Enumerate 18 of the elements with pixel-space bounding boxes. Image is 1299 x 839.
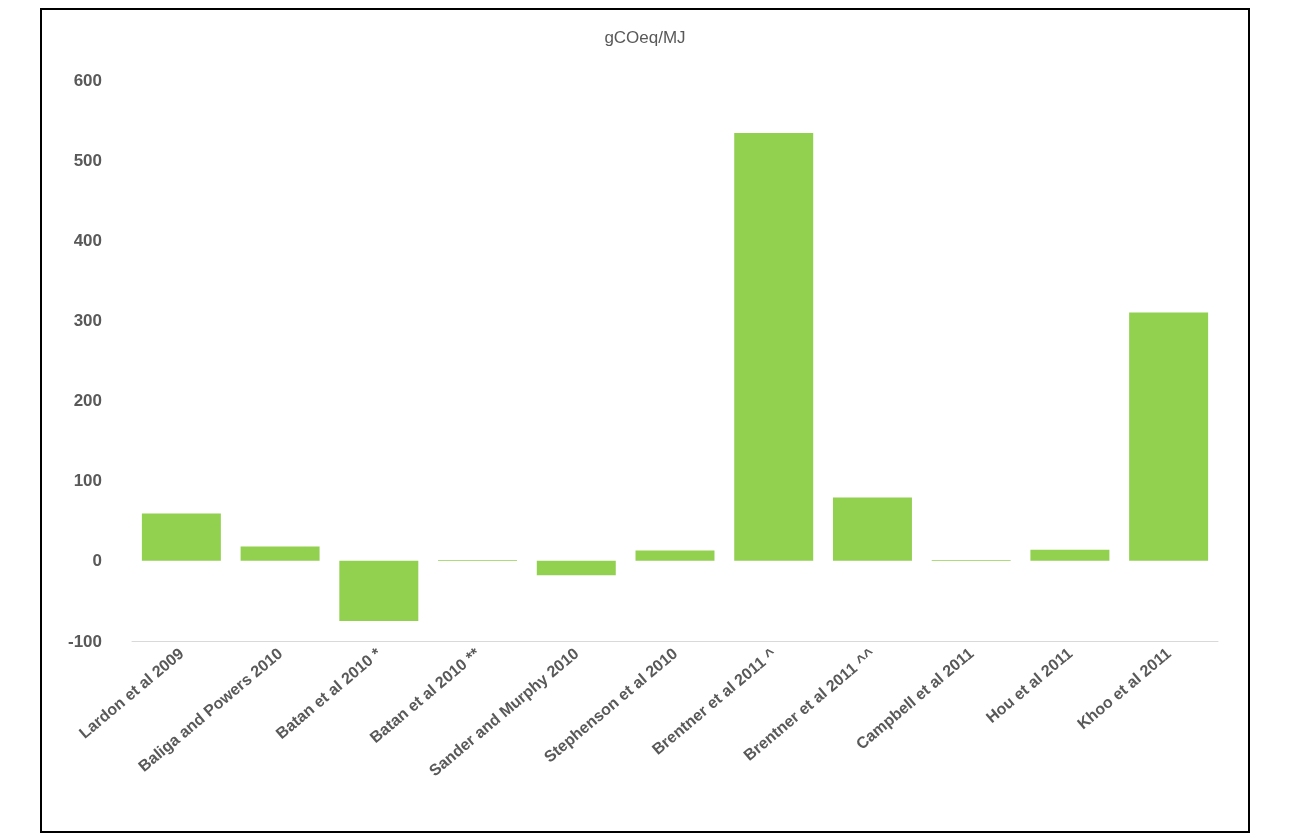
bar [1030, 549, 1110, 561]
bar [536, 560, 616, 576]
bar [339, 560, 419, 621]
y-tick-label: -100 [67, 631, 102, 651]
bar [1129, 312, 1209, 561]
y-tick-label: 100 [73, 471, 102, 491]
y-tick-label: 0 [92, 551, 102, 571]
bar [635, 550, 715, 561]
bar [734, 132, 814, 561]
chart-title: gCOeq/MJ [604, 28, 686, 47]
bar [240, 546, 320, 561]
y-tick-label: 300 [73, 310, 102, 330]
y-tick-label: 200 [73, 391, 102, 411]
y-tick-label: 500 [73, 150, 102, 170]
y-tick-label: 600 [73, 70, 102, 90]
y-tick-label: 400 [73, 230, 102, 250]
bar [141, 513, 221, 561]
bar [832, 497, 912, 561]
